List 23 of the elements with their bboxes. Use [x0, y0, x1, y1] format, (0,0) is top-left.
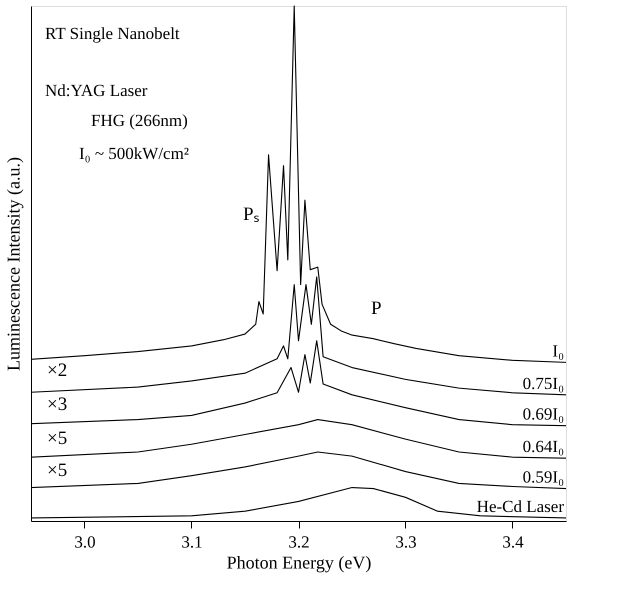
series-label: I₀	[552, 341, 564, 360]
series-label: He-Cd Laser	[476, 496, 564, 516]
annotation: Pₛ	[243, 204, 260, 225]
annotation: P	[371, 298, 382, 319]
annotation: FHG (266nm)	[91, 111, 188, 130]
annotation: ×3	[47, 394, 68, 415]
series-label: 0.75I₀	[522, 374, 564, 393]
annotation: ×2	[47, 360, 68, 381]
x-tick-label: 3.2	[288, 532, 310, 552]
x-tick-label: 3.4	[502, 532, 524, 552]
annotation: Nd:YAG Laser	[45, 81, 148, 100]
y-axis-title: Luminescence Intensity (a.u.)	[4, 157, 24, 371]
series-label: 0.59I₀	[522, 468, 564, 487]
x-tick-label: 3.3	[395, 532, 417, 552]
x-axis-title: Photon Energy (eV)	[226, 552, 372, 572]
annotation: I₀ ~ 500kW/cm²	[79, 144, 189, 163]
x-tick-label: 3.1	[181, 532, 203, 552]
annotation: ×5	[47, 460, 68, 481]
series-label: 0.69I₀	[522, 404, 564, 424]
x-tick-label: 3.0	[74, 532, 96, 552]
series-label: 0.64I₀	[522, 437, 564, 456]
annotation: RT Single Nanobelt	[45, 24, 180, 43]
annotation: ×5	[47, 428, 68, 449]
